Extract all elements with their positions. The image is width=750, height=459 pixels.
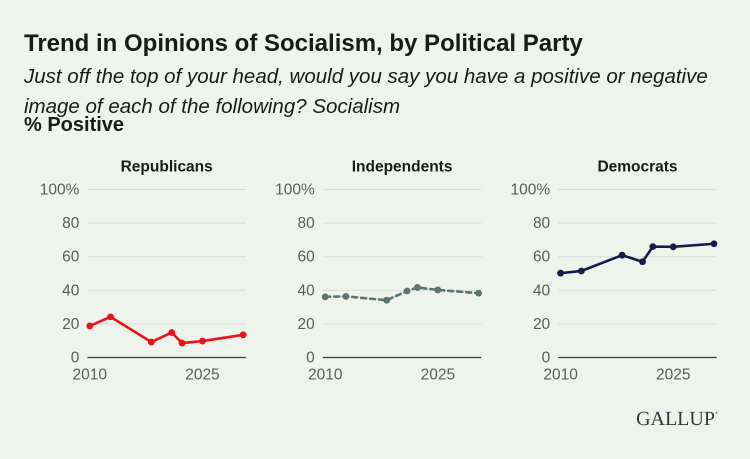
svg-text:Democrats: Democrats: [597, 159, 677, 176]
svg-text:100%: 100%: [511, 182, 551, 199]
svg-text:2025: 2025: [185, 367, 219, 384]
svg-text:80: 80: [62, 215, 80, 232]
svg-text:100%: 100%: [40, 182, 80, 199]
svg-text:0: 0: [542, 350, 551, 367]
svg-text:Independents: Independents: [352, 159, 453, 176]
svg-text:60: 60: [62, 249, 80, 266]
svg-text:2010: 2010: [73, 367, 108, 384]
svg-text:2025: 2025: [421, 367, 455, 384]
svg-text:20: 20: [533, 316, 551, 333]
svg-text:20: 20: [298, 316, 316, 333]
svg-text:60: 60: [533, 249, 551, 266]
svg-text:0: 0: [71, 350, 80, 367]
svg-text:80: 80: [298, 215, 316, 232]
svg-text:2010: 2010: [308, 367, 343, 384]
svg-text:40: 40: [298, 282, 316, 299]
svg-text:Republicans: Republicans: [121, 159, 213, 176]
svg-text:20: 20: [62, 316, 80, 333]
svg-text:100%: 100%: [275, 182, 315, 199]
svg-text:60: 60: [298, 249, 316, 266]
svg-text:2010: 2010: [543, 367, 578, 384]
svg-text:2025: 2025: [656, 367, 690, 384]
svg-text:40: 40: [62, 282, 80, 299]
svg-text:0: 0: [306, 350, 315, 367]
svg-text:80: 80: [533, 215, 551, 232]
svg-text:40: 40: [533, 282, 551, 299]
